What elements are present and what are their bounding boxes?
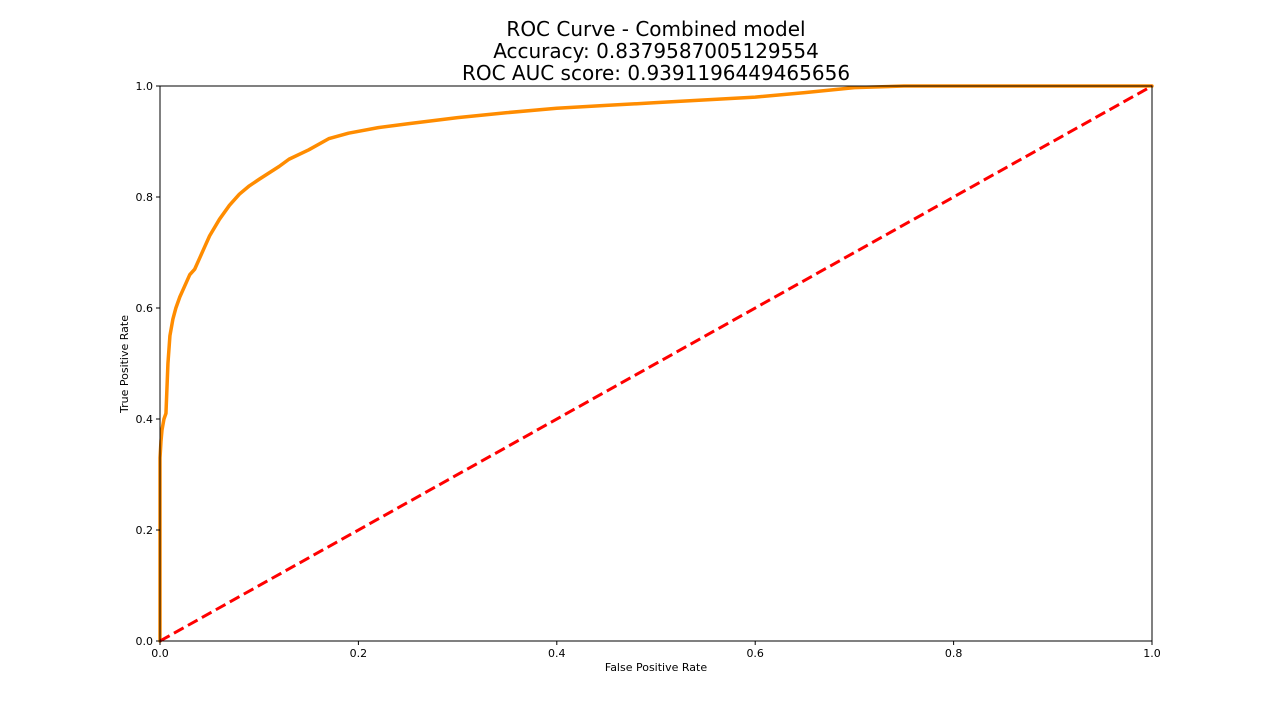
x-tick-label: 0.6 bbox=[746, 647, 764, 660]
x-tick-label: 1.0 bbox=[1143, 647, 1161, 660]
chart-title-line-2: Accuracy: 0.8379587005129554 bbox=[493, 39, 819, 63]
y-axis-label: True Positive Rate bbox=[118, 315, 131, 414]
axes-frame bbox=[159, 85, 1153, 642]
y-tick-label: 0.8 bbox=[136, 191, 154, 204]
x-tick-label: 0.4 bbox=[548, 647, 566, 660]
plot-area bbox=[158, 84, 1154, 643]
series-line-1 bbox=[159, 84, 1153, 643]
chart-title-line-3: ROC AUC score: 0.9391196449465656 bbox=[462, 61, 850, 85]
chart-title-line-1: ROC Curve - Combined model bbox=[506, 17, 805, 41]
y-axis-ticks: 0.0 0.2 0.4 0.6 0.8 1.0 bbox=[136, 80, 160, 648]
x-tick-label: 0.8 bbox=[945, 647, 963, 660]
x-axis-label: False Positive Rate bbox=[605, 661, 707, 674]
y-tick-label: 0.0 bbox=[136, 635, 154, 648]
y-tick-label: 1.0 bbox=[136, 80, 154, 93]
y-tick-label: 0.2 bbox=[136, 524, 154, 537]
y-tick-label: 0.4 bbox=[136, 413, 154, 426]
x-tick-label: 0.0 bbox=[151, 647, 169, 660]
x-axis-ticks: 0.0 0.2 0.4 0.6 0.8 1.0 bbox=[151, 641, 1161, 660]
y-tick-label: 0.6 bbox=[136, 302, 154, 315]
chart-title: ROC Curve - Combined model Accuracy: 0.8… bbox=[462, 17, 850, 85]
series-line-0 bbox=[158, 84, 1154, 643]
x-tick-label: 0.2 bbox=[350, 647, 368, 660]
